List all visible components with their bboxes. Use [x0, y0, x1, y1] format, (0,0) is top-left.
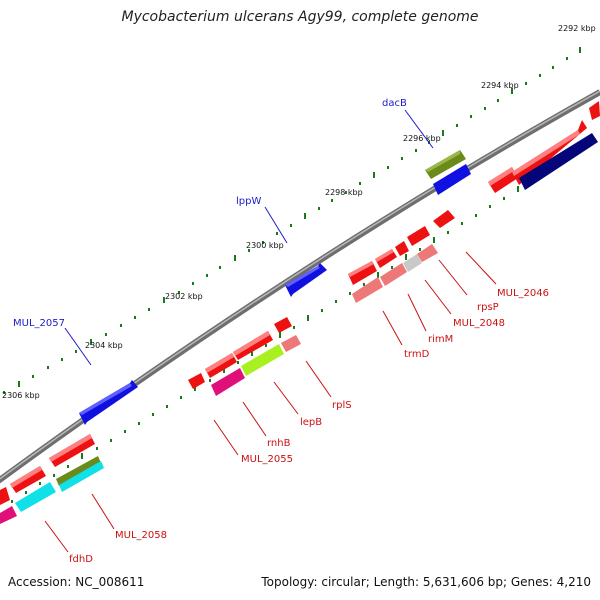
scale-label-2306: 2306 kbp [2, 391, 40, 400]
gene-label-rnhB: rnhB [267, 438, 291, 449]
scale-label-2298: 2298 kbp [325, 188, 363, 197]
label-leader-lines [44, 109, 497, 553]
outer-major-ticks [18, 47, 581, 387]
scale-label-2302: 2302 kbp [165, 292, 203, 301]
gene-label-fdhD: fdhD [69, 554, 93, 565]
topology-text: Topology: circular; Length: 5,631,606 bp… [261, 575, 591, 589]
scale-label-2300: 2300 kbp [246, 241, 284, 250]
gene-cyan[interactable] [15, 461, 104, 512]
gene-dacB[interactable] [425, 150, 466, 179]
genome-backbone [0, 89, 600, 484]
inner-scale-ticks [11, 145, 588, 503]
gene-label-lepB: lepB [300, 417, 322, 428]
inner-genes-red[interactable] [0, 101, 600, 505]
gene-label-rimM: rimM [428, 334, 453, 345]
gene-label-dacB: dacB [382, 98, 407, 109]
gene-label-rplS: rplS [332, 400, 352, 411]
inner-genes-red-highlight [10, 130, 580, 488]
gene-label-MUL_2055: MUL_2055 [241, 454, 293, 465]
scale-label-2296: 2296 kbp [403, 134, 441, 143]
gene-magenta[interactable] [0, 368, 245, 524]
gene-label-MUL_2058: MUL_2058 [115, 530, 167, 541]
gene-gray[interactable] [403, 254, 422, 272]
gene-olive-small[interactable] [56, 456, 101, 486]
scale-label-2304: 2304 kbp [85, 341, 123, 350]
gene-navy[interactable] [519, 133, 598, 190]
gene-label-trmD: trmD [404, 349, 430, 360]
scale-label-2294: 2294 kbp [481, 81, 519, 90]
gene-lppW[interactable] [285, 263, 327, 297]
gene-label-rpsP: rpsP [477, 302, 499, 313]
inner-genes-pink[interactable] [281, 244, 438, 352]
scale-label-2292: 2292 kbp [558, 24, 596, 33]
map-title: Mycobacterium ulcerans Agy99, complete g… [121, 9, 479, 25]
gene-label-MUL_2057: MUL_2057 [13, 318, 65, 329]
gene-label-MUL_2046: MUL_2046 [497, 288, 549, 299]
gene-MUL_2057[interactable] [79, 380, 138, 425]
gene-lime[interactable] [241, 344, 284, 376]
accession-text: Accession: NC_008611 [8, 575, 145, 589]
gene-label-lppW: lppW [236, 196, 261, 207]
gene-label-MUL_2048: MUL_2048 [453, 318, 505, 329]
gene-blue-small[interactable] [433, 164, 471, 195]
